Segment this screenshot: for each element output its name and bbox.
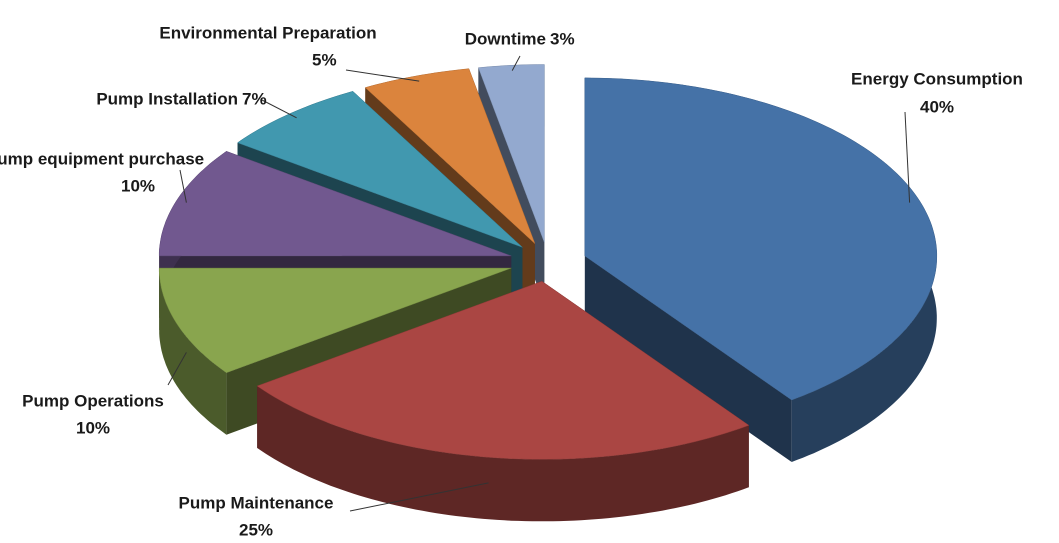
slice-value-label: 7%	[242, 89, 267, 108]
leader-line	[261, 99, 297, 119]
slice-label: Downtime	[465, 29, 546, 48]
slice-value-label: 25%	[239, 520, 273, 539]
slice	[584, 77, 938, 401]
leader-line	[179, 169, 187, 203]
slice-label: Pump Installation	[96, 89, 238, 108]
slice	[478, 64, 545, 243]
slice-side	[257, 386, 749, 522]
leader-line	[511, 55, 521, 71]
slice-value-label: 10%	[121, 176, 155, 195]
slice-label: Pump Maintenance	[179, 493, 334, 512]
slice-value-label: 40%	[920, 97, 954, 116]
leader-line	[904, 111, 911, 203]
slice-label: Pump Operations	[22, 391, 164, 410]
slice-value-label: 3%	[550, 29, 575, 48]
slice-value-label: 10%	[76, 418, 110, 437]
slice-side	[159, 268, 227, 435]
slice-side	[584, 255, 792, 462]
leader-line	[349, 482, 489, 512]
slice	[158, 151, 512, 257]
slice-label: Environmental Preparation	[159, 23, 376, 42]
leader-line	[167, 352, 187, 386]
slice	[256, 281, 750, 460]
leader-line	[345, 69, 420, 82]
slice	[364, 68, 536, 244]
slice	[158, 267, 512, 373]
slice-label: Pump equipment purchase	[0, 149, 204, 168]
slice-value-label: 5%	[312, 50, 337, 69]
slice-label: Energy Consumption	[851, 69, 1023, 88]
